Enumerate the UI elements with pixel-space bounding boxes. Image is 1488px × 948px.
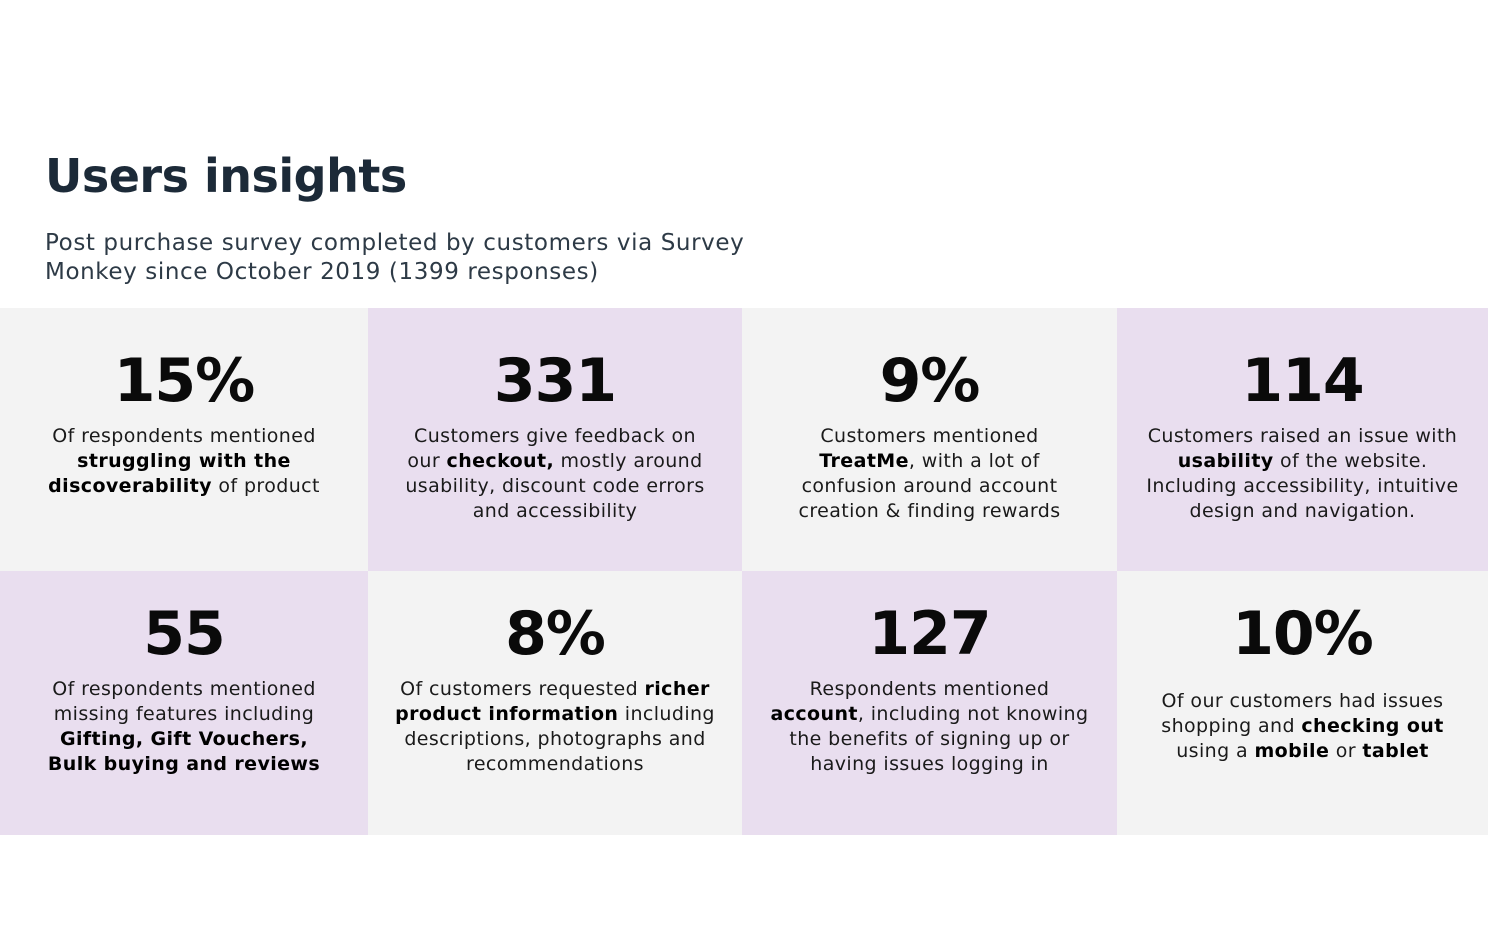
stat-tile-product-information: 8% Of customers requested richer product…: [368, 571, 742, 835]
emphasis-text: mobile: [1254, 740, 1330, 762]
stat-number: 10%: [1232, 599, 1374, 669]
emphasis-text: checkout,: [446, 450, 555, 472]
stat-description: Of our customers had issues shopping and…: [1148, 689, 1458, 764]
description-text: , including not knowing the benefits of …: [789, 703, 1089, 775]
stat-description: Of respondents mentioned struggling with…: [39, 424, 329, 499]
stat-tile-checkout: 331 Customers give feedback on our check…: [368, 308, 742, 571]
description-text: Of respondents mentioned: [52, 425, 316, 447]
stat-tile-usability: 114 Customers raised an issue with usabi…: [1117, 308, 1488, 571]
description-text: using a: [1176, 740, 1255, 762]
stat-number: 55: [143, 599, 225, 669]
description-text: including descriptions, photographs and …: [404, 703, 715, 775]
page-subtitle: Post purchase survey completed by custom…: [45, 230, 745, 285]
stat-tile-mobile-checkout: 10% Of our customers had issues shopping…: [1117, 571, 1488, 835]
emphasis-text: Gifting, Gift Vouchers, Bulk buying and …: [47, 728, 321, 775]
description-text: Customers mentioned: [820, 425, 1039, 447]
stat-number: 8%: [505, 599, 606, 669]
emphasis-text: tablet: [1362, 740, 1429, 762]
stat-number: 15%: [113, 346, 256, 416]
stat-description: Customers mentioned TreatMe, with a lot …: [787, 424, 1072, 524]
stat-description: Customers give feedback on our checkout,…: [400, 424, 710, 524]
page-title: Users insights: [45, 149, 407, 203]
stat-description: Of customers requested richer product in…: [390, 677, 720, 777]
stat-description: Of respondents mentioned missing feature…: [34, 677, 334, 777]
description-text: Of customers requested: [400, 678, 645, 700]
description-text: Customers raised an issue with: [1147, 425, 1458, 447]
emphasis-text: checking out: [1301, 715, 1444, 737]
description-text: of product: [211, 475, 320, 497]
description-text: Customers give feedback on our: [407, 425, 696, 472]
stat-number: 9%: [879, 346, 981, 416]
stat-number: 114: [1241, 346, 1364, 416]
description-text: or: [1329, 740, 1363, 762]
emphasis-text: account: [770, 703, 858, 725]
stat-tile-treatme: 9% Customers mentioned TreatMe, with a l…: [742, 308, 1117, 571]
stat-tile-discoverability: 15% Of respondents mentioned struggling …: [0, 308, 368, 571]
description-text: mostly around usability, discount code e…: [405, 450, 705, 522]
emphasis-text: richer product information: [395, 678, 710, 725]
description-text: , with a lot of confusion around account…: [798, 450, 1061, 522]
stat-number: 331: [493, 346, 617, 416]
description-text: Respondents mentioned: [809, 678, 1050, 700]
stat-description: Customers raised an issue with usability…: [1135, 424, 1470, 524]
insights-grid: 15% Of respondents mentioned struggling …: [0, 308, 1488, 835]
description-text: Of our customers had issues shopping and: [1161, 690, 1444, 737]
description-text: of the website. Including accessibility,…: [1146, 450, 1459, 522]
emphasis-text: usability: [1177, 450, 1274, 472]
stat-tile-missing-features: 55 Of respondents mentioned missing feat…: [0, 571, 368, 835]
stat-tile-account: 127 Respondents mentioned account, inclu…: [742, 571, 1117, 835]
stat-number: 127: [868, 599, 991, 669]
emphasis-text: TreatMe: [819, 450, 909, 472]
stat-description: Respondents mentioned account, including…: [762, 677, 1097, 777]
description-text: Of respondents mentioned missing feature…: [52, 678, 316, 725]
emphasis-text: struggling with the discoverability: [48, 450, 291, 497]
